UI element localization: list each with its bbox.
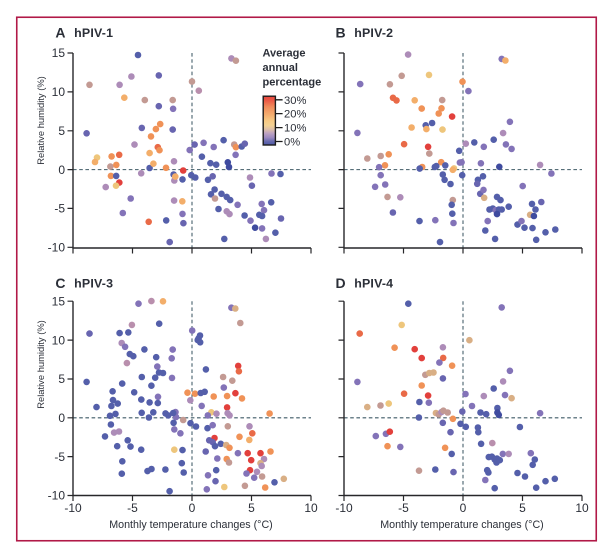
svg-text:0: 0	[58, 163, 65, 177]
svg-text:Relative humidity (%): Relative humidity (%)	[35, 76, 46, 165]
svg-text:Relative humidity (%): Relative humidity (%)	[35, 320, 46, 409]
svg-text:Monthly temperature changes (°: Monthly temperature changes (°C)	[109, 519, 272, 531]
svg-text:5: 5	[519, 501, 526, 515]
svg-text:-5: -5	[54, 202, 65, 216]
svg-text:Average: Average	[263, 48, 306, 60]
svg-text:hPIV-2: hPIV-2	[354, 26, 393, 40]
svg-text:0: 0	[58, 411, 65, 425]
svg-text:10: 10	[304, 501, 318, 515]
svg-text:30%: 30%	[284, 95, 306, 107]
svg-text:10: 10	[52, 85, 66, 99]
svg-text:-5: -5	[398, 501, 409, 515]
svg-text:20%: 20%	[284, 109, 306, 121]
svg-text:annual: annual	[263, 62, 298, 74]
svg-text:10: 10	[575, 501, 589, 515]
svg-text:-10: -10	[64, 501, 82, 515]
svg-text:0%: 0%	[284, 137, 300, 149]
svg-text:0: 0	[460, 501, 467, 515]
svg-text:A: A	[55, 24, 65, 40]
svg-text:hPIV-1: hPIV-1	[74, 26, 113, 40]
svg-text:Monthly temperature changes (°: Monthly temperature changes (°C)	[380, 519, 543, 531]
svg-text:5: 5	[58, 124, 65, 138]
svg-text:15: 15	[52, 294, 66, 308]
svg-text:10: 10	[52, 333, 66, 347]
svg-text:15: 15	[52, 46, 66, 60]
svg-text:5: 5	[58, 372, 65, 386]
svg-text:5: 5	[248, 501, 255, 515]
svg-text:C: C	[55, 275, 65, 291]
svg-text:-10: -10	[48, 489, 66, 503]
svg-text:-10: -10	[335, 501, 353, 515]
svg-text:0: 0	[189, 501, 196, 515]
svg-text:-5: -5	[54, 450, 65, 464]
svg-text:percentage: percentage	[263, 77, 322, 89]
svg-text:hPIV-3: hPIV-3	[74, 277, 113, 291]
svg-text:-10: -10	[48, 241, 66, 255]
svg-text:D: D	[336, 275, 346, 291]
svg-text:10%: 10%	[284, 123, 306, 135]
svg-text:B: B	[336, 24, 346, 40]
svg-text:hPIV-4: hPIV-4	[354, 277, 393, 291]
svg-text:-5: -5	[127, 501, 138, 515]
